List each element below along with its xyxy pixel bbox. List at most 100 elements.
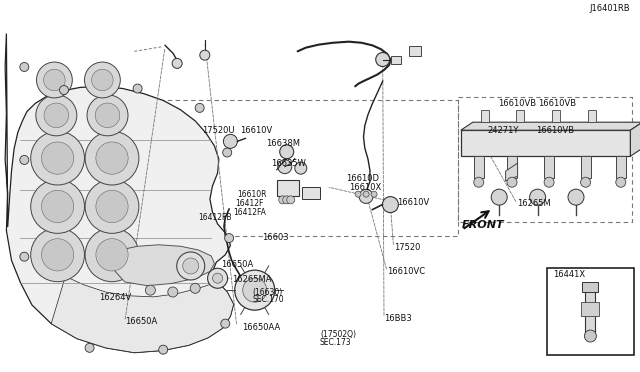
Bar <box>552 110 559 122</box>
Circle shape <box>355 191 361 197</box>
Circle shape <box>172 58 182 68</box>
Circle shape <box>474 177 484 187</box>
Circle shape <box>84 62 120 98</box>
Circle shape <box>85 228 139 282</box>
Circle shape <box>96 142 128 174</box>
Circle shape <box>20 155 29 164</box>
Circle shape <box>177 252 205 280</box>
Text: SEC.170: SEC.170 <box>253 295 284 304</box>
Circle shape <box>507 177 517 187</box>
Circle shape <box>225 234 234 243</box>
Bar <box>461 130 630 156</box>
Circle shape <box>31 228 84 282</box>
Circle shape <box>359 189 373 203</box>
Bar <box>481 110 489 122</box>
Circle shape <box>279 196 287 204</box>
Circle shape <box>283 196 291 204</box>
Text: 16265M: 16265M <box>517 199 551 208</box>
Circle shape <box>133 84 142 93</box>
Circle shape <box>20 62 29 71</box>
Bar <box>581 302 600 316</box>
Circle shape <box>96 239 128 271</box>
Circle shape <box>383 196 398 213</box>
Text: 16610R: 16610R <box>237 190 266 199</box>
Text: 16635W: 16635W <box>271 159 305 168</box>
Polygon shape <box>506 163 518 181</box>
Text: 16441X: 16441X <box>554 270 586 279</box>
Circle shape <box>371 191 377 197</box>
Circle shape <box>42 239 74 271</box>
Circle shape <box>200 50 210 60</box>
Text: 16610V: 16610V <box>240 126 272 135</box>
Circle shape <box>145 285 156 295</box>
Text: 24271Y: 24271Y <box>488 126 519 135</box>
Circle shape <box>278 160 292 174</box>
Circle shape <box>92 69 113 91</box>
Polygon shape <box>5 33 234 353</box>
Circle shape <box>44 103 68 128</box>
Circle shape <box>584 330 596 342</box>
Circle shape <box>95 103 120 128</box>
Circle shape <box>363 191 369 197</box>
Text: 16412F: 16412F <box>236 199 264 208</box>
Text: 16412FA: 16412FA <box>234 208 266 217</box>
Bar <box>474 156 484 178</box>
Circle shape <box>42 190 74 222</box>
Circle shape <box>183 258 198 274</box>
Text: 16610VB: 16610VB <box>538 99 576 108</box>
Text: (17502Q): (17502Q) <box>320 330 356 339</box>
Circle shape <box>207 268 228 288</box>
Polygon shape <box>630 122 640 156</box>
Bar <box>616 156 626 178</box>
Circle shape <box>87 95 128 136</box>
Circle shape <box>376 52 390 67</box>
Circle shape <box>60 86 68 94</box>
Text: FRONT: FRONT <box>462 220 505 230</box>
Circle shape <box>235 270 275 310</box>
Text: (16630): (16630) <box>253 288 283 296</box>
Bar <box>544 156 554 178</box>
Text: 16264V: 16264V <box>99 293 131 302</box>
Circle shape <box>221 319 230 328</box>
Bar <box>507 156 517 178</box>
Bar <box>409 46 421 56</box>
Circle shape <box>168 287 178 297</box>
Bar <box>302 187 321 199</box>
Text: 16610VC: 16610VC <box>387 267 426 276</box>
Circle shape <box>530 189 545 205</box>
Bar <box>276 180 299 196</box>
Text: 16BB3: 16BB3 <box>384 314 412 323</box>
Circle shape <box>42 142 74 174</box>
Text: 16610VB: 16610VB <box>536 126 575 135</box>
Circle shape <box>190 283 200 293</box>
Text: 16610D: 16610D <box>346 174 379 183</box>
Circle shape <box>159 345 168 354</box>
Text: 16650AA: 16650AA <box>242 323 280 332</box>
Text: 16610X: 16610X <box>349 183 381 192</box>
Polygon shape <box>51 260 234 353</box>
Bar <box>586 290 595 336</box>
Polygon shape <box>108 245 214 286</box>
Circle shape <box>223 134 237 148</box>
Text: 16265MA: 16265MA <box>232 275 271 283</box>
Circle shape <box>36 95 77 136</box>
Circle shape <box>85 131 139 185</box>
Circle shape <box>544 177 554 187</box>
Circle shape <box>85 343 94 352</box>
Text: 16638M: 16638M <box>266 139 300 148</box>
Circle shape <box>31 180 84 233</box>
Circle shape <box>36 62 72 98</box>
Bar <box>547 268 634 355</box>
Circle shape <box>492 189 508 205</box>
Polygon shape <box>461 122 640 130</box>
Circle shape <box>31 131 84 185</box>
Bar <box>580 156 591 178</box>
Text: 17520: 17520 <box>394 243 420 252</box>
Bar <box>582 282 598 292</box>
Circle shape <box>195 103 204 112</box>
Circle shape <box>44 69 65 91</box>
Text: 16610V: 16610V <box>397 198 429 207</box>
Circle shape <box>243 278 267 302</box>
Circle shape <box>96 190 128 222</box>
Circle shape <box>212 273 223 283</box>
